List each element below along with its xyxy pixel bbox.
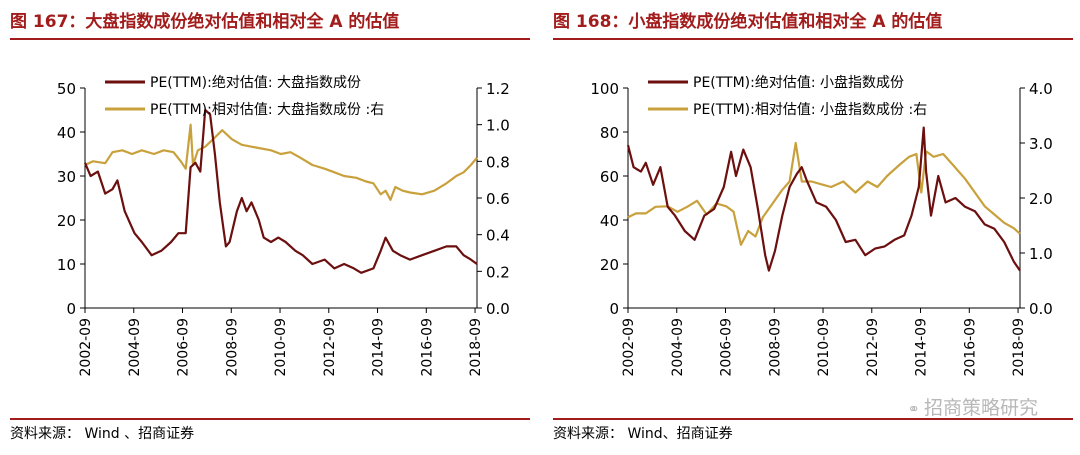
y-right-tick-label: 1.0 xyxy=(486,117,510,135)
series-line-relative xyxy=(84,123,478,201)
x-tick-label: 2010-09 xyxy=(816,318,832,377)
y-left-tick-label: 0 xyxy=(66,300,76,318)
x-tick-label: 2016-09 xyxy=(419,318,435,377)
y-left-tick-label: 40 xyxy=(600,212,619,230)
line-chart-small-cap: 0 20 40 60 80 100 0.0 1.0 2.0 3.0 4.0 2002-09 2004-0… xyxy=(590,74,1053,377)
y-right-tick-label: 1.2 xyxy=(486,80,510,98)
legend-label: PE(TTM):相对估值: 小盘指数成份 :右 xyxy=(693,101,927,118)
x-tick-label: 2014-09 xyxy=(371,318,387,377)
y-left-tick-label: 60 xyxy=(600,168,619,186)
x-tick-label: 2018-09 xyxy=(1011,318,1027,377)
y-left-tick-label: 50 xyxy=(57,80,76,98)
y-right-tick-label: 0.8 xyxy=(486,153,510,171)
y-left-tick-label: 20 xyxy=(600,256,619,274)
y-right-tick-label: 3.0 xyxy=(1029,135,1053,153)
legend-label: PE(TTM):绝对估值: 大盘指数成份 xyxy=(150,74,361,91)
x-tick-label: 2012-09 xyxy=(322,318,338,377)
x-tick-label: 2004-09 xyxy=(670,318,686,377)
chart-panel-large-cap: 图 167：大盘指数成份绝对估值和相对全 A 的估值 0 10 20 30 40 50 0.… xyxy=(10,0,530,455)
x-tick-label: 2008-09 xyxy=(224,318,240,377)
x-tick-label: 2010-09 xyxy=(273,318,289,377)
series-line-relative xyxy=(627,141,1021,246)
y-left-tick-label: 100 xyxy=(590,80,619,98)
chart-panel-small-cap: 图 168：小盘指数成份绝对估值和相对全 A 的估值 0 20 40 60 80 100 0… xyxy=(553,0,1073,455)
y-right-tick-label: 0.4 xyxy=(486,227,510,245)
y-right-tick-label: 2.0 xyxy=(1029,190,1053,208)
x-tick-label: 2002-09 xyxy=(78,318,94,377)
y-right-tick-label: 0.0 xyxy=(1029,300,1053,318)
y-left-tick-label: 20 xyxy=(57,212,76,230)
x-tick-label: 2004-09 xyxy=(127,318,143,377)
legend-label: PE(TTM):绝对估值: 小盘指数成份 xyxy=(693,74,904,91)
y-left-tick-label: 80 xyxy=(600,124,619,142)
wechat-icon: ⚭ xyxy=(907,400,920,418)
x-tick-label: 2008-09 xyxy=(767,318,783,377)
y-right-tick-label: 0.0 xyxy=(486,300,510,318)
y-left-tick-label: 30 xyxy=(57,168,76,186)
line-chart-large-cap: 0 10 20 30 40 50 0.0 0.2 0.4 0.6 0.8 1.0 1.2 2002-09 2… xyxy=(57,74,510,377)
y-left-tick-label: 0 xyxy=(609,300,619,318)
x-tick-label: 2006-09 xyxy=(176,318,192,377)
series-line-absolute xyxy=(626,126,1021,272)
legend-label: PE(TTM):相对估值: 大盘指数成份 :右 xyxy=(150,101,384,118)
y-left-tick-label: 40 xyxy=(57,124,76,142)
x-tick-label: 2018-09 xyxy=(468,318,484,377)
x-tick-label: 2012-09 xyxy=(865,318,881,377)
watermark-text: 招商策略研究 xyxy=(923,397,1038,419)
chart-title: 图 167：大盘指数成份绝对估值和相对全 A 的估值 xyxy=(10,8,530,40)
y-right-tick-label: 0.6 xyxy=(486,190,510,208)
y-left-tick-label: 10 xyxy=(57,256,76,274)
y-right-tick-label: 1.0 xyxy=(1029,245,1053,263)
source-note: 资料来源： Wind 、招商证券 xyxy=(10,418,530,450)
x-tick-label: 2014-09 xyxy=(914,318,930,377)
watermark: ⚭ 招商策略研究 xyxy=(907,393,1038,420)
x-tick-label: 2016-09 xyxy=(962,318,978,377)
chart-title: 图 168：小盘指数成份绝对估值和相对全 A 的估值 xyxy=(553,8,1073,40)
x-tick-label: 2002-09 xyxy=(621,318,637,377)
source-note: 资料来源： Wind、招商证券 xyxy=(553,418,1073,450)
x-tick-label: 2006-09 xyxy=(719,318,735,377)
y-right-tick-label: 0.2 xyxy=(486,263,510,281)
y-right-tick-label: 4.0 xyxy=(1029,80,1053,98)
series-line-absolute xyxy=(83,108,478,274)
